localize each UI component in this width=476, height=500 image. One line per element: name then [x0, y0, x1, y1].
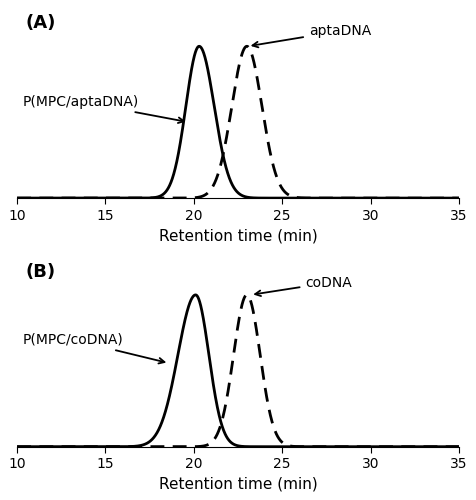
Text: (A): (A)	[26, 14, 56, 32]
Text: P(MPC/aptaDNA): P(MPC/aptaDNA)	[22, 95, 184, 123]
Text: (B): (B)	[26, 262, 56, 280]
X-axis label: Retention time (min): Retention time (min)	[159, 476, 317, 492]
Text: aptaDNA: aptaDNA	[252, 24, 371, 48]
Text: coDNA: coDNA	[255, 276, 352, 296]
X-axis label: Retention time (min): Retention time (min)	[159, 228, 317, 243]
Text: P(MPC/coDNA): P(MPC/coDNA)	[22, 333, 164, 364]
